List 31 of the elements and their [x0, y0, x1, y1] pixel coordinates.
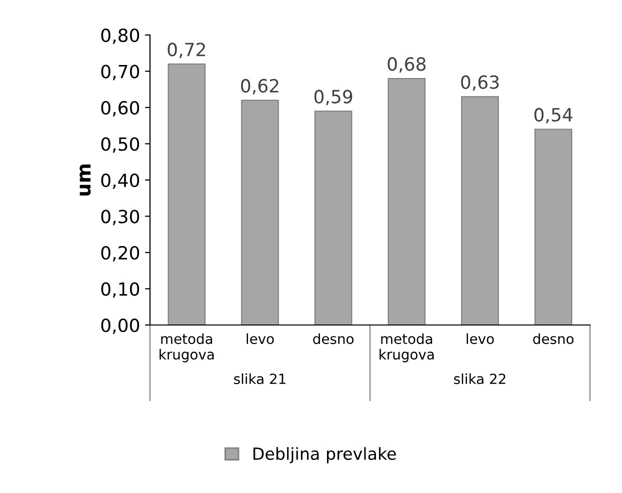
x-tick-label: desno [533, 333, 574, 344]
data-label: 0,72 [168, 42, 205, 58]
y-tick-label: 0,20 [101, 246, 140, 262]
x-tick-label: metoda krugova [160, 333, 214, 362]
y-tick-label: 0,10 [101, 282, 140, 298]
x-tick-label: levo [246, 333, 274, 344]
bar [168, 63, 206, 325]
data-label: 0,54 [534, 108, 572, 124]
y-tick-label: 0,50 [101, 137, 140, 153]
y-tick-label: 0,00 [101, 318, 140, 334]
text: slika 22 [454, 373, 506, 384]
bar [461, 96, 499, 325]
text: slika 21 [234, 373, 286, 384]
y-tick-label: 0,30 [101, 210, 140, 226]
data-label: 0,59 [314, 90, 352, 106]
y-axis-title: um [80, 164, 91, 196]
bar [314, 110, 352, 325]
bar [388, 78, 426, 325]
y-tick-label: 0,60 [101, 100, 140, 116]
x-tick-label: metoda krugova [380, 333, 434, 362]
x-tick-label: desno [313, 333, 354, 344]
y-tick-label: 0,70 [101, 64, 140, 80]
data-label: 0,62 [241, 78, 278, 94]
x-tick-label: levo [466, 333, 494, 344]
legend-label: Debljina prevlake [253, 447, 396, 464]
bar [241, 100, 279, 325]
data-label: 0,68 [388, 57, 426, 73]
y-tick-label: 0,80 [101, 28, 140, 44]
data-label: 0,63 [461, 75, 499, 91]
y-tick-label: 0,40 [101, 173, 140, 189]
bar [534, 128, 572, 325]
